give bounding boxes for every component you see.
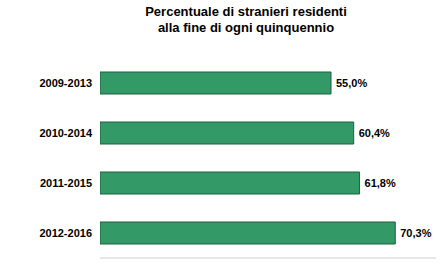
svg-text:2009-2013: 2009-2013 <box>39 77 92 89</box>
html-text:Percentuale di stranieri resid: Percentuale di stranieri residenti alla … <box>145 4 347 35</box>
svg-text:61,8%: 61,8% <box>365 177 396 189</box>
svg-text:55,0%: 55,0% <box>336 77 367 89</box>
svg-text:70,3%: 70,3% <box>400 227 431 239</box>
svg-text:2011-2015: 2011-2015 <box>40 177 92 189</box>
svg-text:2010-2014: 2010-2014 <box>39 127 92 139</box>
svg-text:60,4%: 60,4% <box>359 127 390 139</box>
svg-text:2012-2016: 2012-2016 <box>39 227 92 239</box>
